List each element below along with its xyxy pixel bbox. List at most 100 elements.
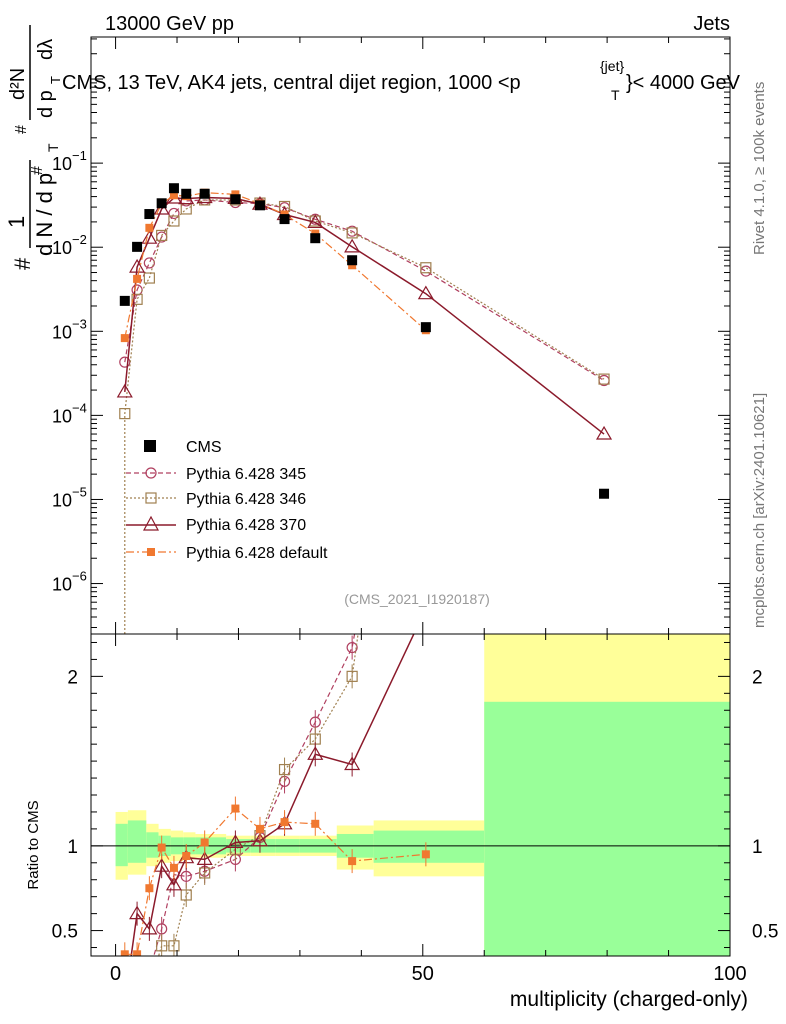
- ratio-series-layer: [120, 634, 430, 956]
- ratio-point-2-2: [141, 920, 158, 935]
- title-main: CMS, 13 TeV, AK4 jets, central dijet reg…: [62, 72, 521, 94]
- ratio-panel: 0.5 0.5 1 1 2 2: [52, 633, 778, 957]
- ratio-point-3-12: [421, 850, 430, 859]
- main-panel: 10−610−510−410−310−210−1: [52, 36, 731, 635]
- ratio-point-3-4: [169, 863, 178, 872]
- main-point-2-12: [417, 285, 434, 300]
- main-point-3-4: [169, 191, 178, 200]
- legend-345-marker: [145, 467, 157, 479]
- legend-345-label: Pythia 6.428 345: [186, 466, 306, 483]
- cms-point-2: [144, 209, 155, 220]
- ylabel-sub-t: T: [45, 143, 61, 152]
- ratio-point-2-1: [129, 905, 146, 920]
- y-tick-label--4: 10: [52, 406, 72, 426]
- main-line-0: [124, 199, 605, 381]
- main-point-1-0: [119, 407, 131, 420]
- ratio-point-3-8: [255, 824, 264, 833]
- ratio-point-3-10: [311, 819, 320, 828]
- main-point-2-1: [129, 258, 146, 273]
- ratio-point-0-5: [180, 870, 192, 882]
- legend-cms-label: CMS: [186, 439, 222, 456]
- band-green-13: [484, 701, 730, 956]
- title-tail: }< 4000 GeV: [626, 72, 741, 94]
- ratio-frame: [90, 633, 731, 957]
- ratio-line-2: [130, 634, 415, 956]
- ratio-y-axis-label: Ratio to CMS: [25, 800, 42, 889]
- ratio-point-3-7: [231, 804, 240, 813]
- ratio-tick-label-0.5: 0.5: [52, 922, 78, 943]
- y-tick-label--1: 10: [52, 154, 72, 174]
- ratio-point-1-3: [156, 940, 168, 952]
- ratio-point-1-4: [168, 940, 180, 952]
- y-tick-sup--6: −6: [72, 569, 87, 584]
- ratio-point-3-9: [280, 818, 289, 827]
- ratio-line-0: [153, 634, 356, 956]
- ratio-point-0-11: [346, 641, 358, 654]
- legend-default-marker: [147, 548, 155, 556]
- ylabel-hash-3: #: [13, 125, 30, 134]
- header-energy: 13000 GeV pp: [105, 13, 234, 35]
- ratio-point-3-11: [348, 857, 357, 866]
- ratio-line-1: [157, 634, 359, 956]
- ratio-tick-label-1: 1: [67, 837, 78, 858]
- ylabel-dlambda: dλ: [35, 39, 57, 60]
- ylabel-dpt: d p: [35, 90, 57, 118]
- ylabel-hash-2: #: [29, 166, 46, 175]
- legend-entry-370: Pythia 6.428 370: [126, 515, 306, 534]
- ratio-tick-label-2: 2: [67, 667, 78, 688]
- main-axis-ticks: 10−610−510−410−310−210−1: [52, 37, 731, 634]
- ratio-point-1-5: [180, 889, 192, 901]
- cms-point-3: [156, 198, 167, 209]
- cms-point-4: [168, 183, 179, 194]
- y-tick-label--6: 10: [52, 575, 72, 595]
- main-point-1-13: [598, 373, 610, 385]
- cms-point-8: [254, 200, 265, 211]
- ratio-point-3-5: [182, 852, 191, 861]
- header-category: Jets: [693, 13, 730, 35]
- ratio-point-2-3: [153, 857, 170, 872]
- main-line-2: [124, 196, 605, 435]
- x-tick-label-50: 50: [412, 963, 434, 985]
- ratio-point-3-6: [200, 838, 209, 847]
- ratio-point-2-7: [227, 834, 244, 849]
- ratio-point-2-6: [196, 851, 213, 866]
- ratio-point-2-4: [165, 876, 182, 891]
- legend-370-marker: [142, 515, 160, 531]
- legend-346-label: Pythia 6.428 346: [186, 491, 306, 508]
- y-tick-sup--3: −3: [72, 316, 87, 331]
- band-green-1: [127, 820, 147, 863]
- mcplots-label: mcplots.cern.ch [arXiv:2401.10621]: [751, 393, 768, 628]
- legend: CMS Pythia 6.428 345 Pythia 6.428 346 Py…: [126, 439, 328, 562]
- legend-346-marker: [145, 492, 157, 504]
- y-tick-label--5: 10: [52, 490, 72, 510]
- main-point-1-1: [131, 293, 143, 305]
- cms-point-7: [230, 194, 241, 205]
- legend-default-label: Pythia 6.428 default: [186, 545, 328, 562]
- x-tick-label-0: 0: [110, 963, 121, 985]
- main-point-2-11: [344, 238, 361, 253]
- y-tick-label--2: 10: [52, 238, 72, 258]
- legend-cms-marker: [144, 440, 156, 452]
- main-point-2-13: [595, 425, 613, 440]
- ylabel-one: 1: [4, 216, 29, 228]
- x-tick-label-100: 100: [713, 963, 746, 985]
- ratio-uncertainty-bands: [91, 634, 730, 956]
- plot-title: CMS, 13 TeV, AK4 jets, central dijet reg…: [62, 58, 741, 103]
- title-sup-jet: {jet}: [600, 58, 624, 74]
- ratio-point-2-8: [251, 832, 269, 847]
- main-point-1-2: [143, 272, 155, 284]
- main-point-3-11: [348, 261, 357, 270]
- main-point-2-10: [307, 214, 324, 229]
- legend-entry-default: Pythia 6.428 default: [126, 545, 328, 562]
- ylabel-hash: #: [10, 257, 35, 270]
- ratio-point-1-11: [346, 670, 358, 682]
- main-point-1-3: [156, 229, 168, 242]
- main-point-3-1: [133, 274, 142, 283]
- cms-data-layer: [119, 183, 610, 499]
- legend-entry-346: Pythia 6.428 346: [126, 491, 306, 508]
- main-point-2-0: [116, 383, 133, 398]
- legend-370-label: Pythia 6.428 370: [186, 517, 306, 534]
- main-point-0-2: [143, 257, 155, 269]
- analysis-id: (CMS_2021_I1920187): [344, 591, 490, 607]
- band-green-0: [115, 823, 128, 867]
